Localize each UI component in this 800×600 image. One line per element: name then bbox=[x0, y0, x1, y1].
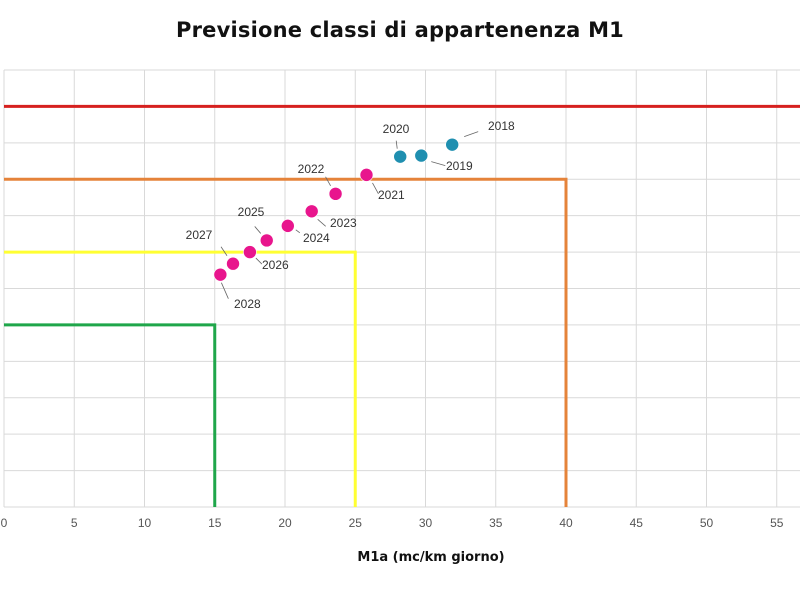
leader-line bbox=[255, 257, 263, 265]
class-boundaries bbox=[4, 104, 800, 507]
class-boundary-line bbox=[4, 250, 357, 507]
data-point-2018 bbox=[445, 137, 459, 152]
data-label-2022: 2022 bbox=[298, 162, 325, 176]
leader-line bbox=[431, 161, 446, 166]
leader-line bbox=[254, 226, 262, 234]
label-leaders bbox=[220, 131, 479, 299]
x-tick-label: 20 bbox=[278, 516, 292, 530]
x-tick-label: 0 bbox=[1, 516, 8, 530]
x-tick-label: 15 bbox=[208, 516, 222, 530]
data-label-2024: 2024 bbox=[303, 231, 330, 245]
data-label-2025: 2025 bbox=[238, 205, 265, 219]
leader-line bbox=[395, 140, 398, 149]
x-tick-label: 35 bbox=[489, 516, 503, 530]
data-point-2028 bbox=[213, 267, 228, 282]
x-tick-label: 10 bbox=[138, 516, 152, 530]
data-label-2019: 2019 bbox=[446, 159, 473, 173]
x-tick-label: 40 bbox=[559, 516, 573, 530]
data-label-2027: 2027 bbox=[186, 228, 213, 242]
class-boundary-line bbox=[4, 323, 217, 507]
data-point-2021 bbox=[359, 168, 374, 182]
leader-line bbox=[372, 182, 379, 195]
data-point-2023 bbox=[304, 204, 319, 219]
data-points bbox=[213, 137, 459, 282]
data-point-2020 bbox=[393, 149, 408, 164]
leader-line bbox=[221, 282, 229, 299]
x-tick-label: 25 bbox=[349, 516, 363, 530]
data-point-2026 bbox=[243, 245, 257, 259]
leader-line bbox=[464, 131, 479, 138]
data-label-2023: 2023 bbox=[330, 216, 357, 230]
data-point-2027 bbox=[226, 256, 240, 271]
data-point-2022 bbox=[328, 187, 343, 201]
x-tick-labels: 0 5 10 15 20 25 30 35 40 45 50 55 bbox=[1, 516, 784, 530]
leader-line bbox=[325, 176, 331, 187]
leader-line bbox=[220, 246, 228, 256]
leader-line bbox=[295, 229, 301, 234]
x-tick-label: 45 bbox=[630, 516, 644, 530]
x-tick-label: 55 bbox=[770, 516, 784, 530]
class-boundary-line bbox=[4, 177, 568, 507]
data-point-2024 bbox=[281, 219, 295, 233]
x-tick-label: 50 bbox=[700, 516, 714, 530]
data-label-2026: 2026 bbox=[262, 258, 289, 272]
leader-line bbox=[317, 218, 326, 227]
x-axis-label: M1a (mc/km giorno) bbox=[357, 550, 505, 565]
data-point-2019 bbox=[414, 148, 429, 163]
x-tick-label: 5 bbox=[71, 516, 78, 530]
x-tick-label: 30 bbox=[419, 516, 433, 530]
data-label-2028: 2028 bbox=[234, 297, 261, 311]
data-label-2021: 2021 bbox=[378, 188, 405, 202]
data-label-2018: 2018 bbox=[488, 119, 515, 133]
data-point-2025 bbox=[259, 233, 274, 248]
data-label-2020: 2020 bbox=[383, 122, 410, 136]
chart-title: Previsione classi di appartenenza M1 bbox=[176, 18, 624, 42]
